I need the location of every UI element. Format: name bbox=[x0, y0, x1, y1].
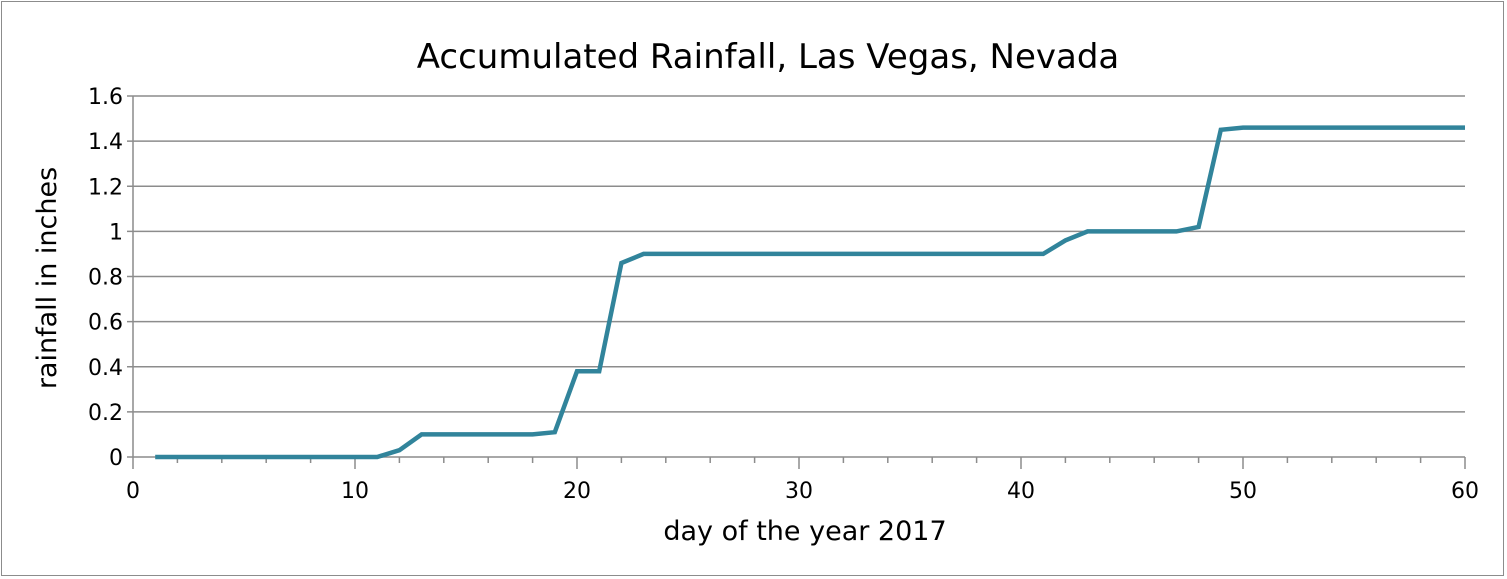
x-tick-label: 20 bbox=[563, 479, 591, 504]
y-tick-label: 0.6 bbox=[88, 311, 123, 336]
rainfall-line bbox=[155, 125, 1465, 460]
y-tick-label: 1.2 bbox=[88, 175, 123, 200]
y-tick-label: 0.2 bbox=[88, 401, 123, 426]
x-tick-label: 10 bbox=[341, 479, 369, 504]
x-tick-label: 0 bbox=[126, 479, 140, 504]
x-tick-label: 40 bbox=[1007, 479, 1035, 504]
x-tick-label: 50 bbox=[1229, 479, 1257, 504]
x-tick-label: 60 bbox=[1451, 479, 1479, 504]
y-tick-label: 0.4 bbox=[88, 356, 123, 381]
chart-title: Accumulated Rainfall, Las Vegas, Nevada bbox=[417, 37, 1120, 77]
x-axis-label: day of the year 2017 bbox=[663, 516, 946, 547]
y-tick-label: 0.8 bbox=[88, 266, 123, 291]
y-tick-label: 1 bbox=[109, 220, 123, 245]
y-tick-label: 1.4 bbox=[88, 130, 123, 155]
x-tick-label: 30 bbox=[785, 479, 813, 504]
y-tick-label: 0 bbox=[109, 446, 123, 471]
y-tick-label: 1.6 bbox=[88, 85, 123, 110]
y-axis-label: rainfall in inches bbox=[32, 167, 63, 389]
